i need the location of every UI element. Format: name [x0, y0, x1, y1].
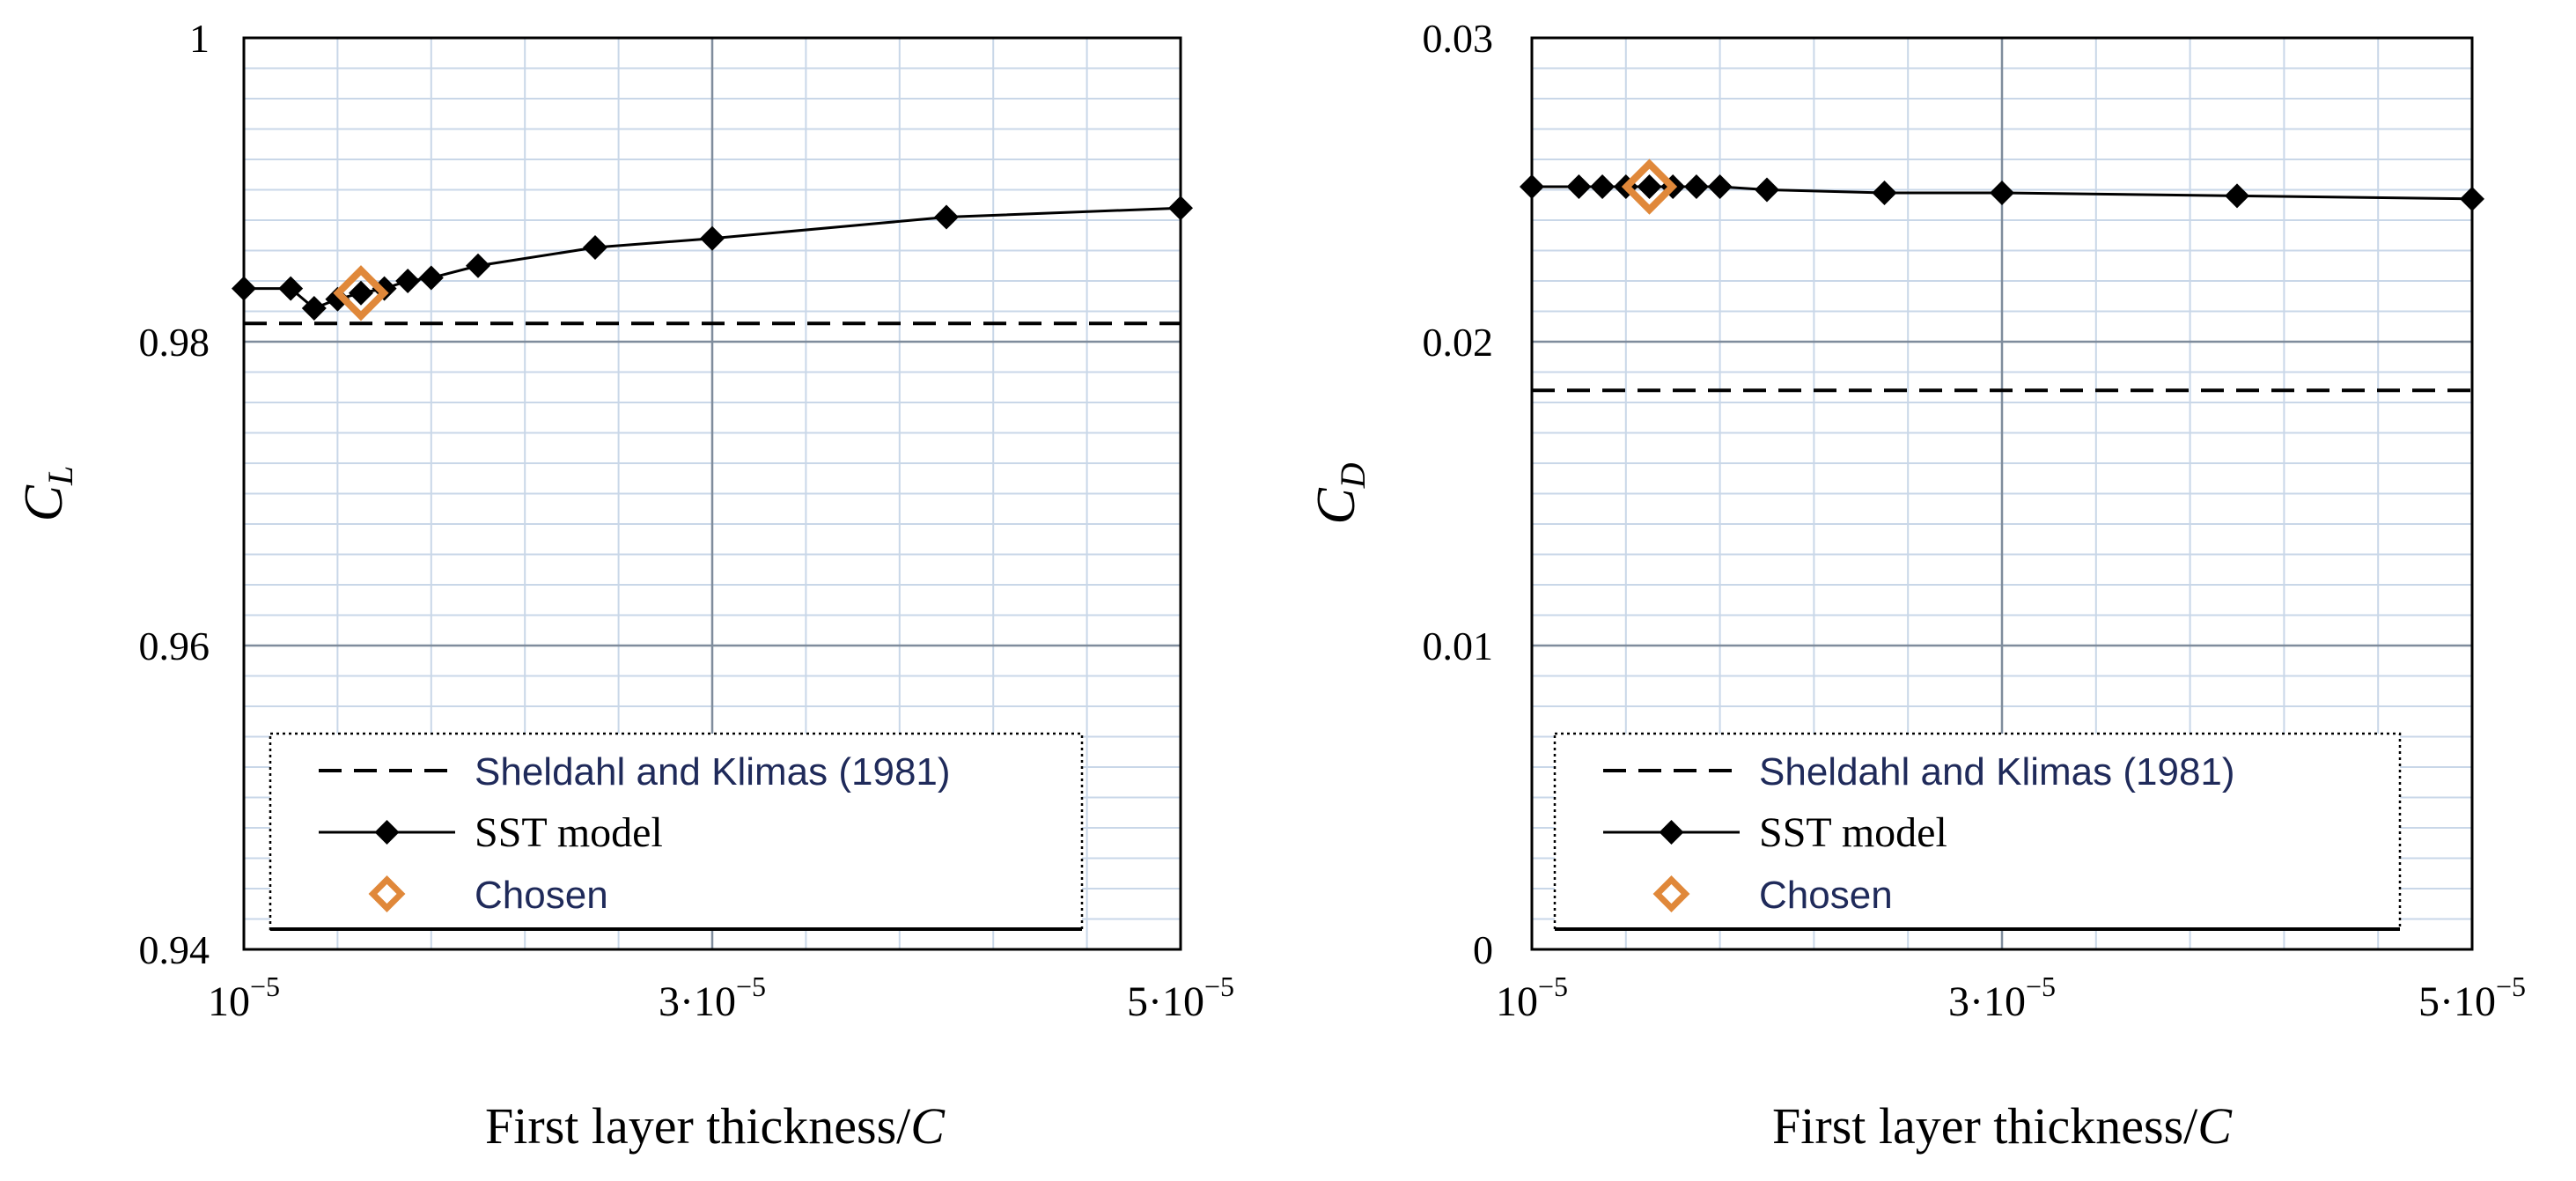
- drag-plot-frame: [1530, 36, 2474, 951]
- legend-chosen-symbol: [1652, 875, 1690, 912]
- chosen-point: [1621, 159, 1678, 215]
- sst-model-point: [395, 269, 421, 293]
- chosen-point: [333, 265, 389, 321]
- x-tick-label: 3·10−5: [1948, 971, 2056, 1025]
- y-tick-label: 1: [189, 16, 210, 61]
- legend-diamond-symbol: [1659, 820, 1684, 845]
- drag-x-axis-title: First layer thickness/C: [1772, 1097, 2233, 1155]
- sst-model-point: [2225, 183, 2249, 209]
- sst-model-point: [1590, 174, 1616, 200]
- sst-model-point: [2460, 186, 2484, 211]
- x-tick-label: 10−5: [1496, 971, 1568, 1025]
- y-tick-label: 0.03: [1423, 16, 1494, 61]
- sst-model-point: [1872, 180, 1897, 205]
- sst-model-point: [466, 253, 490, 278]
- legend-label: Chosen: [475, 874, 608, 917]
- drag-legend: Sheldahl and Klimas (1981) SST model Chose…: [1553, 732, 2402, 931]
- sst-model-point: [1683, 174, 1709, 200]
- sst-model-point: [1566, 174, 1592, 200]
- y-tick-label: 0.02: [1423, 320, 1494, 365]
- sst-model-point: [1168, 196, 1193, 221]
- sst-model-point: [1520, 174, 1544, 200]
- legend-label: SST model: [475, 809, 663, 856]
- lift-plot-frame: [242, 36, 1182, 951]
- sst-model-point: [418, 265, 444, 291]
- legend-label: Chosen: [1759, 874, 1893, 917]
- x-tick-label: 5·10−5: [2418, 971, 2526, 1025]
- legend-label: Sheldahl and Klimas (1981): [475, 750, 951, 793]
- y-tick-label: 0.94: [139, 927, 210, 972]
- lift-y-axis-title: CL: [14, 466, 80, 522]
- sst-model-point: [278, 276, 304, 301]
- drag-y-axis-title: CD: [1306, 462, 1373, 524]
- y-tick-label: 0: [1473, 927, 1493, 972]
- lift-legend: Sheldahl and Klimas (1981) SST model Chose…: [269, 732, 1084, 931]
- y-tick-label: 0.98: [139, 320, 210, 365]
- lift-x-axis-title: First layer thickness/C: [485, 1097, 946, 1155]
- drag-chart: 0.03 0.02 0.01 010−5 3·10−5 5·10−5 First layer…: [1306, 16, 2526, 1155]
- sst-model-point: [583, 235, 607, 261]
- x-tick-label: 5·10−5: [1127, 971, 1234, 1025]
- sst-model-point: [1707, 174, 1733, 200]
- lift-grid: [244, 38, 1181, 949]
- sst-model-point: [934, 204, 959, 230]
- y-tick-label: 0.01: [1423, 624, 1494, 668]
- sst-model-point: [1755, 177, 1779, 203]
- chosen-point-center: [350, 281, 372, 305]
- sst-model-point: [700, 225, 725, 251]
- x-tick-label: 3·10−5: [659, 971, 766, 1025]
- y-tick-label: 0.96: [139, 624, 210, 668]
- chosen-point-center: [1638, 175, 1661, 199]
- legend-label: Sheldahl and Klimas (1981): [1759, 750, 2235, 793]
- sst-model-point: [301, 296, 327, 321]
- legend-chosen-symbol: [368, 875, 406, 912]
- legend-diamond-symbol: [374, 820, 400, 845]
- sst-model-point: [1990, 180, 2014, 205]
- legend-label: SST model: [1759, 809, 1947, 856]
- x-tick-label: 10−5: [208, 971, 280, 1025]
- sst-model-point: [232, 276, 256, 301]
- sst-model-point: [325, 286, 350, 312]
